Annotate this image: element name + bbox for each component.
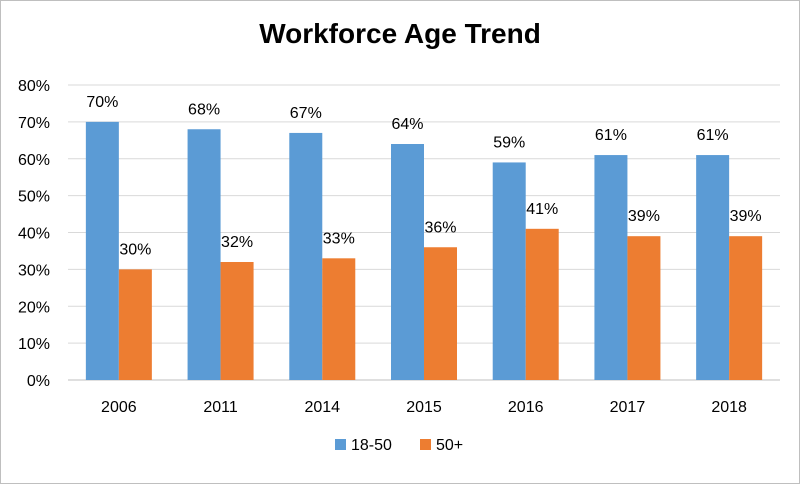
bar-age-18-50 — [187, 129, 221, 380]
y-tick-label: 10% — [18, 336, 50, 353]
bars — [85, 121, 763, 380]
bar-age-18-50 — [289, 132, 323, 380]
y-tick-label: 50% — [18, 189, 50, 206]
y-tick-label: 40% — [18, 226, 50, 243]
bar-age-18-50 — [696, 155, 730, 380]
data-label: 32% — [221, 234, 253, 251]
x-tick-label: 2011 — [203, 399, 238, 416]
data-label: 64% — [391, 116, 423, 133]
data-label: 61% — [697, 127, 729, 144]
x-tick-label: 2018 — [711, 399, 747, 416]
legend-label: 18-50 — [351, 437, 392, 454]
bar-age-18-50 — [391, 144, 424, 380]
bar-age-50-plus — [220, 262, 254, 380]
data-label: 39% — [730, 208, 762, 225]
x-tick-label: 2014 — [304, 399, 340, 416]
bar-age-50-plus — [525, 228, 559, 380]
bar-age-50-plus — [118, 269, 152, 380]
x-tick-label: 2017 — [610, 399, 646, 416]
legend-swatch — [420, 439, 431, 450]
data-label: 36% — [424, 219, 456, 236]
data-label: 70% — [86, 94, 118, 111]
chart-title: Workforce Age Trend — [259, 18, 541, 49]
y-tick-label: 0% — [27, 373, 50, 390]
bar-age-50-plus — [322, 258, 356, 380]
data-labels: 70% 30% 68% 32% 67% 33% 64% 36% 59% 41% 61% 39% 61% 3… — [86, 94, 761, 259]
data-label: 39% — [628, 208, 660, 225]
x-tick-label: 2015 — [406, 399, 442, 416]
legend-swatch — [335, 439, 346, 450]
data-label: 33% — [323, 230, 355, 247]
data-label: 67% — [290, 105, 322, 122]
bar-age-18-50 — [492, 162, 526, 380]
bar-age-50-plus — [424, 247, 457, 380]
y-tick-label: 20% — [18, 299, 50, 316]
data-label: 68% — [188, 101, 220, 118]
x-tick-label: 2016 — [508, 399, 544, 416]
data-label: 30% — [119, 241, 151, 258]
y-tick-label: 60% — [18, 152, 50, 169]
data-label: 59% — [493, 134, 525, 151]
x-axis-tick-labels: 2006 2011 2014 2015 2016 2017 2018 — [101, 399, 747, 416]
bar-age-50-plus — [627, 236, 661, 380]
y-tick-label: 70% — [18, 115, 50, 132]
legend: 18-50 50+ — [335, 437, 463, 454]
bar-age-50-plus — [729, 236, 763, 380]
x-tick-label: 2006 — [101, 399, 137, 416]
data-label: 41% — [526, 201, 558, 218]
y-tick-label: 80% — [18, 78, 50, 95]
y-axis-tick-labels: 0% 10% 20% 30% 40% 50% 60% 70% 80% — [18, 78, 50, 390]
data-label: 61% — [595, 127, 627, 144]
y-tick-label: 30% — [18, 262, 50, 279]
bar-age-18-50 — [85, 121, 119, 380]
legend-label: 50+ — [436, 437, 463, 454]
bar-age-18-50 — [594, 155, 628, 380]
